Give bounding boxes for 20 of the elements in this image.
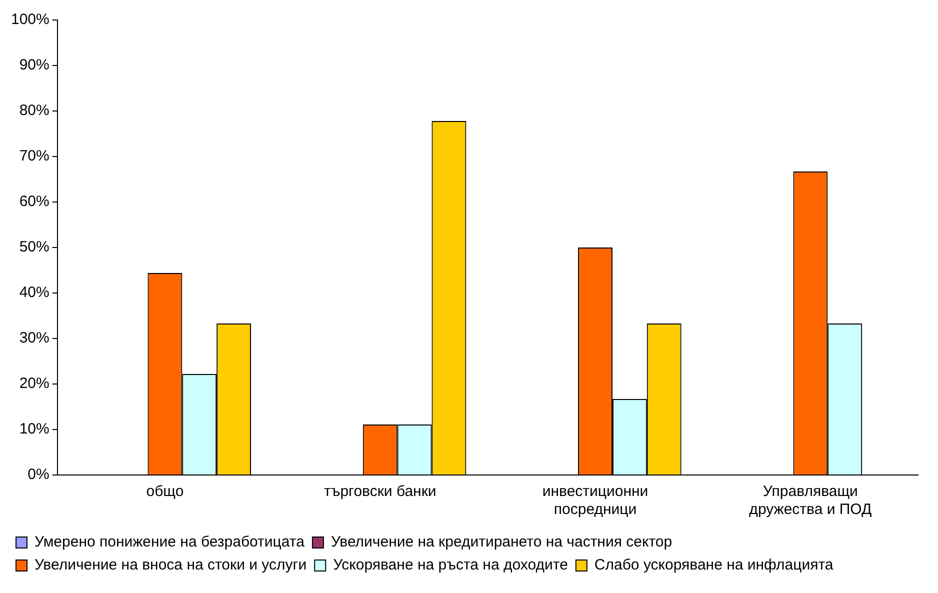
y-tick-label: 10% bbox=[19, 420, 50, 438]
y-tick-label: 20% bbox=[19, 375, 50, 392]
legend-label: Увеличение на вноса на стоки и услуги bbox=[34, 556, 307, 574]
y-tick-label: 60% bbox=[19, 193, 50, 210]
y-tick-label: 90% bbox=[19, 56, 50, 74]
x-tick-label: търговски банки bbox=[324, 483, 436, 500]
legend-label: Слабо ускоряване на инфлацията bbox=[594, 556, 834, 574]
x-tick-label: инвестиционни посредници bbox=[542, 483, 648, 518]
legend-label: Увеличение на кредитирането на частния сектор bbox=[330, 534, 672, 551]
x-tick-label: общо bbox=[146, 483, 184, 500]
y-tick-label: 70% bbox=[19, 148, 50, 165]
legend-label: Умерено понижение на безработицата bbox=[34, 534, 306, 551]
y-tick-label: 30% bbox=[19, 330, 50, 347]
y-tick-label: 100% bbox=[10, 11, 50, 28]
legend-label: Ускоряване на ръста на доходите bbox=[333, 556, 568, 574]
x-tick-label: Управляващи дружества и ПОД bbox=[749, 483, 872, 518]
y-tick-label: 0% bbox=[28, 466, 50, 484]
y-tick-label: 50% bbox=[19, 238, 50, 256]
y-tick-label: 40% bbox=[19, 284, 50, 302]
y-tick-label: 80% bbox=[19, 102, 50, 120]
